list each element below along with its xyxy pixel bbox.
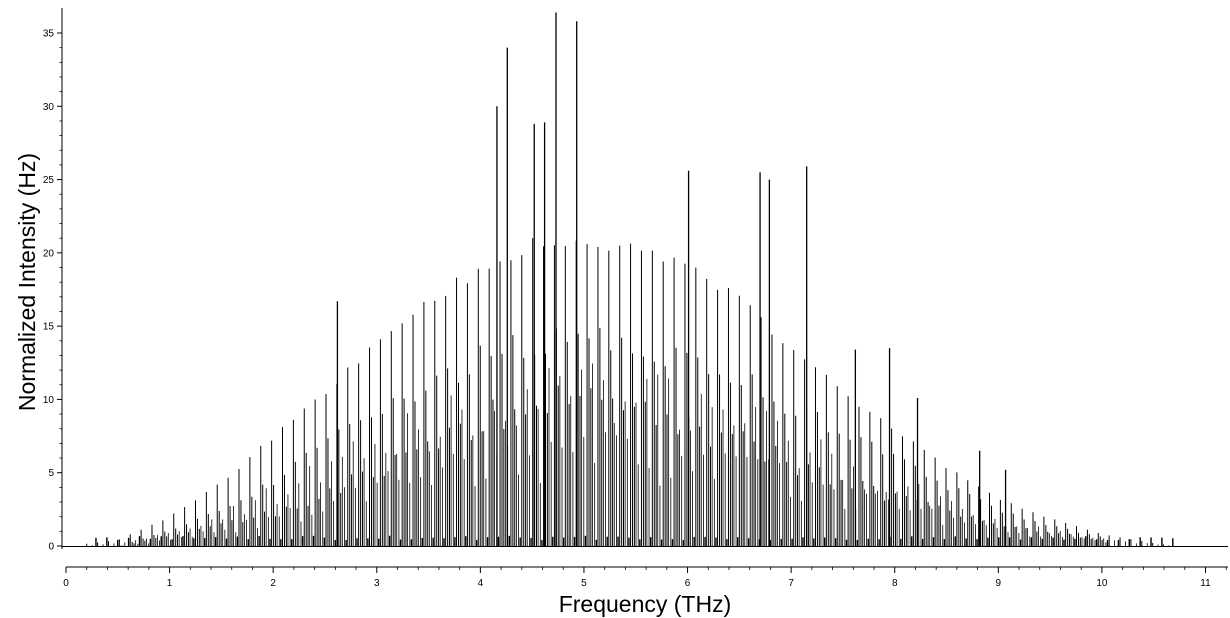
x-tick-label: 6 [685, 578, 691, 589]
x-tick-label: 1 [167, 578, 173, 589]
y-tick-label: 10 [43, 395, 55, 406]
x-tick-label: 0 [63, 578, 69, 589]
x-tick-label: 4 [478, 578, 484, 589]
x-tick-label: 5 [581, 578, 587, 589]
y-tick-label: 25 [43, 175, 55, 186]
x-tick-label: 11 [1200, 578, 1211, 589]
y-axis: 0 5 10 15 20 25 30 35 [43, 8, 1228, 553]
x-tick-label: 9 [996, 578, 1002, 589]
x-tick-label: 10 [1096, 578, 1108, 589]
x-tick-label: 3 [374, 578, 380, 589]
y-tick-label: 5 [48, 468, 54, 479]
y-tick-label: 30 [43, 102, 55, 113]
y-tick-label: 20 [43, 248, 55, 259]
x-tick-label: 7 [788, 578, 794, 589]
x-axis-title: Frequency (THz) [559, 591, 732, 617]
x-axis: 0 1 2 3 4 5 6 7 8 9 10 11 [63, 566, 1228, 589]
x-tick-label: 8 [892, 578, 898, 589]
y-axis-title: Normalized Intensity (Hz) [14, 153, 40, 411]
x-tick-label: 2 [270, 578, 276, 589]
y-tick-label: 15 [43, 322, 55, 333]
y-tick-label: 35 [43, 29, 55, 40]
spectrum-lines [86, 12, 1174, 546]
y-tick-label: 0 [48, 542, 54, 553]
